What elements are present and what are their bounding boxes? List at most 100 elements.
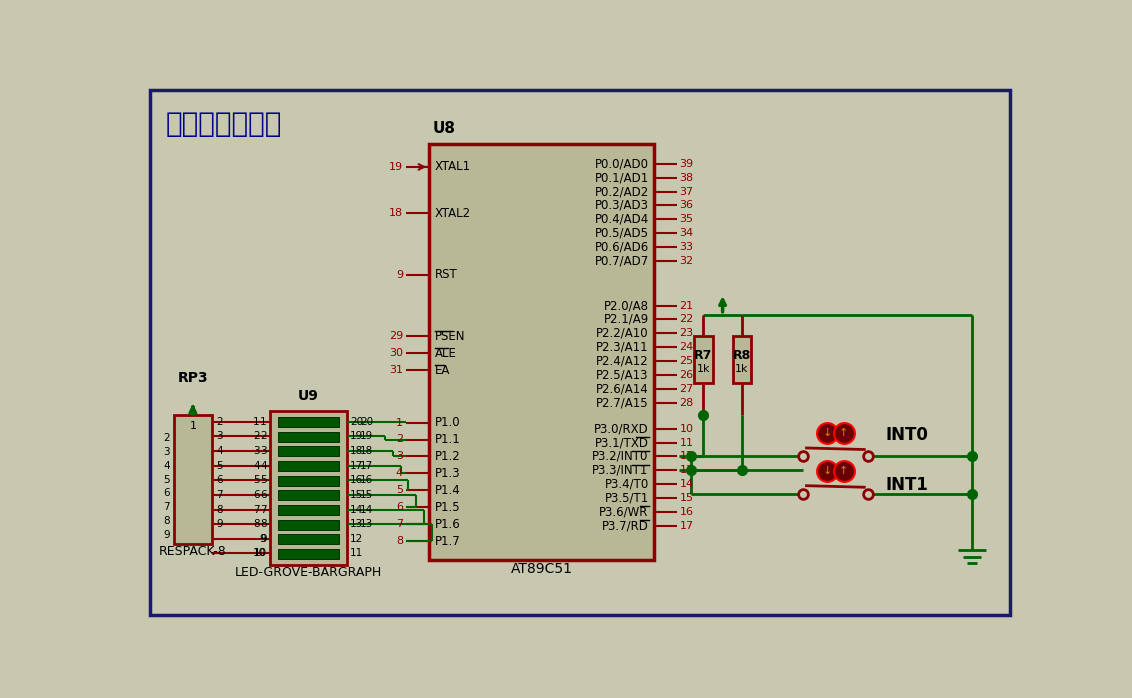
Text: 19: 19 (350, 431, 363, 441)
Text: 20: 20 (360, 417, 374, 426)
Text: 35: 35 (679, 214, 694, 224)
Text: 3: 3 (163, 447, 170, 456)
Text: P2.1/A9: P2.1/A9 (603, 313, 649, 326)
Text: P1.4: P1.4 (435, 484, 461, 497)
Text: RESPACK-8: RESPACK-8 (158, 545, 226, 558)
Text: 18: 18 (389, 208, 403, 218)
Text: 7: 7 (163, 503, 170, 512)
Text: 23: 23 (679, 328, 694, 339)
Text: 3: 3 (396, 452, 403, 461)
Text: 5: 5 (254, 475, 260, 485)
Bar (277, 519, 340, 530)
Text: 5: 5 (260, 475, 267, 485)
Text: RP3: RP3 (178, 371, 208, 385)
Text: AT89C51: AT89C51 (511, 562, 573, 576)
Text: P0.5/AD5: P0.5/AD5 (594, 227, 649, 239)
Bar (429, 144, 654, 560)
Text: P0.1/AD1: P0.1/AD1 (594, 171, 649, 184)
Text: P2.2/A10: P2.2/A10 (597, 327, 649, 340)
Bar (277, 447, 340, 456)
Text: P3.6/WR: P3.6/WR (599, 505, 649, 519)
Text: RST: RST (435, 268, 457, 281)
Text: P3.3/INT1: P3.3/INT1 (592, 463, 649, 477)
Text: P0.3/AD3: P0.3/AD3 (594, 199, 649, 212)
Text: INT0: INT0 (885, 426, 928, 444)
Text: 1: 1 (254, 417, 260, 426)
Text: 8: 8 (163, 516, 170, 526)
Text: P1.1: P1.1 (435, 433, 461, 446)
Text: P0.7/AD7: P0.7/AD7 (594, 254, 649, 267)
Text: ↑: ↑ (839, 429, 849, 438)
Text: 2: 2 (163, 433, 170, 443)
Text: 4: 4 (163, 461, 170, 470)
Text: P0.2/AD2: P0.2/AD2 (594, 185, 649, 198)
Text: P2.6/A14: P2.6/A14 (595, 383, 649, 395)
Text: 中断优先级使用: 中断优先级使用 (166, 110, 282, 138)
Text: 26: 26 (679, 370, 694, 380)
Text: ↓: ↓ (822, 466, 832, 476)
Text: 39: 39 (679, 159, 694, 169)
Text: 13: 13 (350, 519, 363, 529)
Text: 5: 5 (163, 475, 170, 484)
Bar (277, 461, 340, 471)
Text: 2: 2 (396, 434, 403, 445)
Text: 1k: 1k (696, 364, 710, 373)
Text: 4: 4 (216, 446, 223, 456)
Text: U8: U8 (434, 121, 456, 136)
Text: EA: EA (435, 364, 451, 377)
Text: 7: 7 (254, 505, 260, 514)
Text: R7: R7 (694, 349, 712, 362)
Text: 29: 29 (388, 332, 403, 341)
Text: 8: 8 (396, 536, 403, 546)
Text: 15: 15 (360, 490, 374, 500)
Text: 15: 15 (350, 490, 363, 500)
Text: 25: 25 (679, 356, 694, 366)
Text: P1.2: P1.2 (435, 450, 461, 463)
Text: 28: 28 (679, 398, 694, 408)
Text: 3: 3 (260, 446, 267, 456)
Bar (269, 411, 346, 565)
Text: 13: 13 (360, 519, 374, 529)
Text: 5: 5 (396, 485, 403, 496)
Text: 1k: 1k (735, 364, 748, 373)
Text: 4: 4 (254, 461, 260, 470)
Text: 21: 21 (679, 301, 694, 311)
Text: 11: 11 (679, 438, 694, 447)
Text: P2.3/A11: P2.3/A11 (597, 341, 649, 354)
Text: 30: 30 (389, 348, 403, 358)
Text: 10: 10 (254, 549, 267, 558)
Text: P3.2/INT0: P3.2/INT0 (592, 450, 649, 463)
Bar (277, 417, 340, 427)
Text: INT1: INT1 (885, 476, 928, 494)
Text: 17: 17 (360, 461, 374, 470)
Text: 6: 6 (260, 490, 267, 500)
Text: 8: 8 (254, 519, 260, 529)
Text: 15: 15 (679, 493, 694, 503)
Text: R8: R8 (732, 349, 751, 362)
Text: 19: 19 (360, 431, 374, 441)
Text: 7: 7 (260, 505, 267, 514)
Text: 4: 4 (396, 468, 403, 478)
Text: 11: 11 (350, 549, 363, 558)
Text: 33: 33 (679, 242, 694, 252)
Text: 37: 37 (679, 186, 694, 197)
Text: 14: 14 (679, 479, 694, 489)
Text: 9: 9 (259, 534, 266, 544)
Text: 7: 7 (216, 490, 223, 500)
Text: 27: 27 (679, 384, 694, 394)
Text: 8: 8 (260, 519, 267, 529)
Text: 5: 5 (216, 461, 223, 470)
Bar (732, 336, 752, 383)
Text: 3: 3 (254, 446, 260, 456)
Text: 22: 22 (679, 314, 694, 325)
Text: 9: 9 (216, 519, 223, 529)
Bar (277, 476, 340, 486)
Bar (277, 505, 340, 515)
Text: ↓: ↓ (822, 429, 832, 438)
Text: 3: 3 (216, 431, 223, 441)
Text: P3.0/RXD: P3.0/RXD (594, 422, 649, 436)
Text: P3.1/TXD: P3.1/TXD (594, 436, 649, 449)
Text: 16: 16 (360, 475, 374, 485)
Text: 19: 19 (389, 162, 403, 172)
Text: LED-GROVE-BARGRAPH: LED-GROVE-BARGRAPH (234, 566, 381, 579)
